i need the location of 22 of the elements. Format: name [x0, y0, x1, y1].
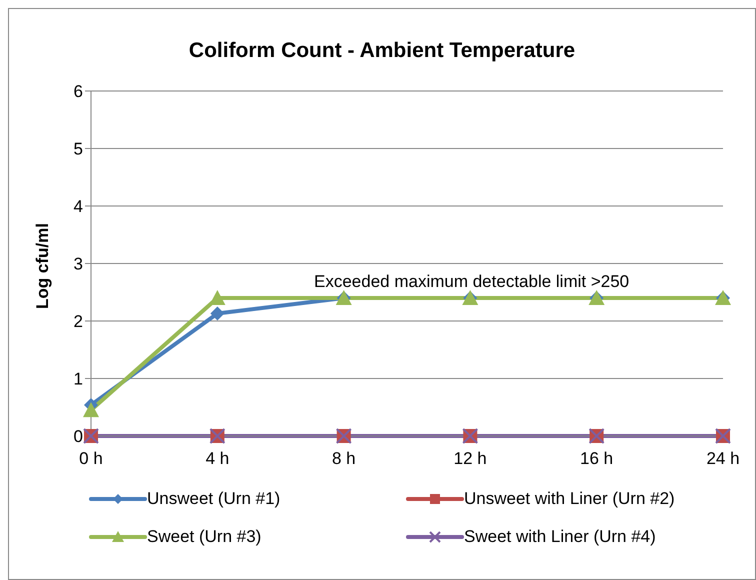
y-tick-label: 4 [74, 197, 83, 216]
legend-label: Unsweet (Urn #1) [147, 489, 280, 509]
chart-title: Coliform Count - Ambient Temperature [188, 39, 576, 63]
legend-label: Sweet with Liner (Urn #4) [464, 527, 656, 547]
annotation: Exceeded maximum detectable limit >250 [314, 272, 630, 292]
legend-label: Sweet (Urn #3) [147, 527, 262, 547]
point [83, 402, 99, 418]
x-tick-label: 4 h [206, 449, 230, 468]
y-tick-label: 3 [74, 254, 83, 274]
point [210, 306, 224, 321]
x-tick-label: 16 h [580, 449, 614, 468]
y-axis-title: Log cfu/ml [33, 223, 53, 309]
y-tick-label: 5 [74, 140, 83, 159]
x-tick-label: 0 h [79, 449, 103, 468]
x-tick-label: 24 h [706, 449, 740, 468]
y-tick-label: 6 [74, 82, 83, 102]
x-tick-label: 8 h [332, 449, 356, 468]
x-tick-label: 12 h [454, 449, 487, 468]
legend-label: Unsweet with Liner (Urn #2) [464, 489, 675, 509]
y-tick-label: 1 [74, 370, 83, 389]
y-tick-label: 0 [74, 427, 83, 446]
y-tick-label: 2 [74, 312, 83, 332]
